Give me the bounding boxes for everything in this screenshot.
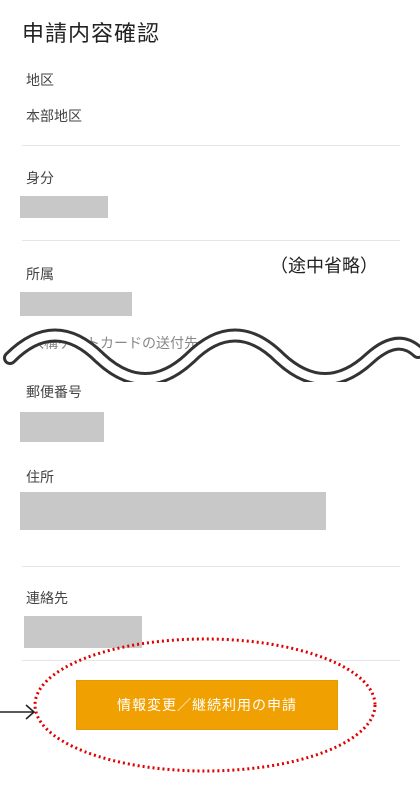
contact-value-redacted <box>24 616 142 648</box>
contact-label: 連絡先 <box>26 591 68 607</box>
status-label: 身分 <box>26 171 54 187</box>
callout-highlight-icon <box>0 637 377 773</box>
affiliation-label: 所属 <box>26 267 54 283</box>
postal-code-label: 郵便番号 <box>26 385 82 401</box>
divider <box>22 240 400 241</box>
district-value: 本部地区 <box>26 109 82 125</box>
divider <box>22 660 400 661</box>
status-value-redacted <box>20 196 108 218</box>
district-label: 地区 <box>26 73 54 89</box>
omitted-note: （途中省略） <box>270 256 378 277</box>
address-label: 住所 <box>26 470 54 486</box>
address-value-redacted <box>20 492 326 530</box>
divider <box>22 566 400 567</box>
postal-code-value-redacted <box>20 412 104 442</box>
affiliation-value-redacted <box>20 292 132 316</box>
wavy-cut-icon <box>3 328 420 382</box>
page-title: 申請内容確認 <box>22 22 161 47</box>
divider <box>22 145 400 146</box>
request-change-button[interactable]: 情報変更／継続利用の申請 <box>76 680 338 730</box>
